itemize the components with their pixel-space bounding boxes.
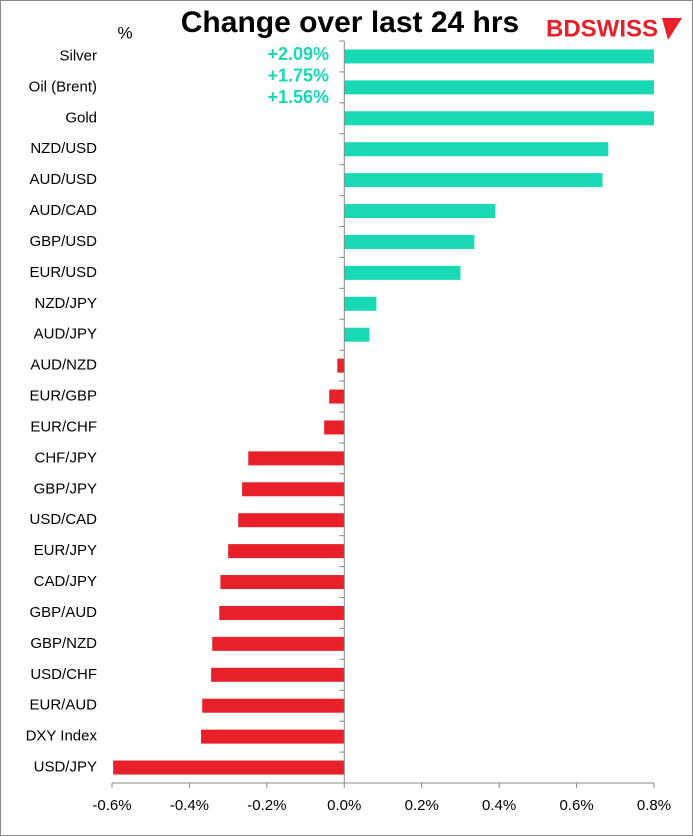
y-tick-label: EUR/CHF: [30, 418, 97, 435]
y-tick-label: AUD/NZD: [30, 357, 97, 374]
bar: [242, 482, 345, 497]
bar: [220, 575, 345, 590]
value-label: +1.75%: [267, 65, 329, 85]
bar: [344, 296, 377, 311]
bar: [337, 358, 345, 373]
y-tick-label: AUD/JPY: [34, 326, 97, 343]
y-tick-label: AUD/CAD: [29, 202, 97, 219]
x-tick-label: 0.8%: [637, 797, 671, 814]
bar: [344, 173, 603, 188]
y-tick-label: EUR/AUD: [29, 697, 97, 714]
x-tick-label: 0.0%: [327, 797, 361, 814]
bar: [344, 111, 654, 126]
value-label: +1.56%: [267, 87, 329, 107]
x-tick-label: 0.6%: [559, 797, 593, 814]
logo: BDSWISS: [546, 15, 658, 42]
x-tick-label: -0.4%: [170, 797, 209, 814]
bar: [238, 513, 345, 528]
value-label: +2.09%: [267, 44, 329, 64]
y-tick-label: NZD/JPY: [34, 295, 97, 312]
y-tick-label: EUR/JPY: [34, 542, 97, 559]
y-tick-label: CAD/JPY: [34, 573, 97, 590]
x-tick-label: -0.6%: [92, 797, 131, 814]
bar: [202, 698, 345, 713]
x-tick-label: 0.4%: [482, 797, 516, 814]
logo-icon: [662, 18, 682, 40]
bar: [211, 667, 345, 682]
y-tick-label: EUR/USD: [29, 264, 97, 281]
bar: [344, 265, 461, 280]
y-tick-label: DXY Index: [26, 728, 98, 745]
x-tick-label: 0.2%: [405, 797, 439, 814]
y-tick-label: EUR/GBP: [29, 388, 97, 405]
plot-area: [113, 49, 654, 775]
y-tick-label: NZD/USD: [30, 140, 97, 157]
bar: [344, 49, 654, 64]
bar: [344, 234, 475, 249]
y-tick-label: USD/CAD: [29, 511, 97, 528]
bar: [329, 389, 345, 404]
bar: [228, 544, 345, 559]
y-tick-label: USD/JPY: [34, 759, 97, 776]
y-tick-label: AUD/USD: [29, 171, 97, 188]
bar: [113, 760, 345, 775]
bar: [344, 204, 496, 219]
y-axis-label: %: [117, 23, 132, 42]
y-tick-label: GBP/USD: [29, 233, 97, 250]
y-tick-label: CHF/JPY: [34, 449, 97, 466]
y-tick-label: GBP/JPY: [34, 480, 97, 497]
chart-title: Change over last 24 hrs: [181, 6, 519, 39]
bar: [212, 636, 345, 651]
bar: [324, 420, 345, 435]
y-tick-label: Oil (Brent): [29, 78, 97, 95]
y-tick-label: GBP/AUD: [29, 604, 97, 621]
bar: [344, 327, 370, 342]
bar: [248, 451, 345, 466]
y-tick-label: Silver: [59, 47, 97, 64]
bar: [344, 80, 654, 95]
y-tick-label: USD/CHF: [30, 666, 97, 683]
x-tick-label: -0.2%: [247, 797, 286, 814]
y-tick-label: GBP/NZD: [30, 635, 97, 652]
y-tick-label: Gold: [65, 109, 97, 126]
bar: [201, 729, 345, 744]
bar: [344, 142, 609, 157]
bar: [219, 605, 345, 620]
